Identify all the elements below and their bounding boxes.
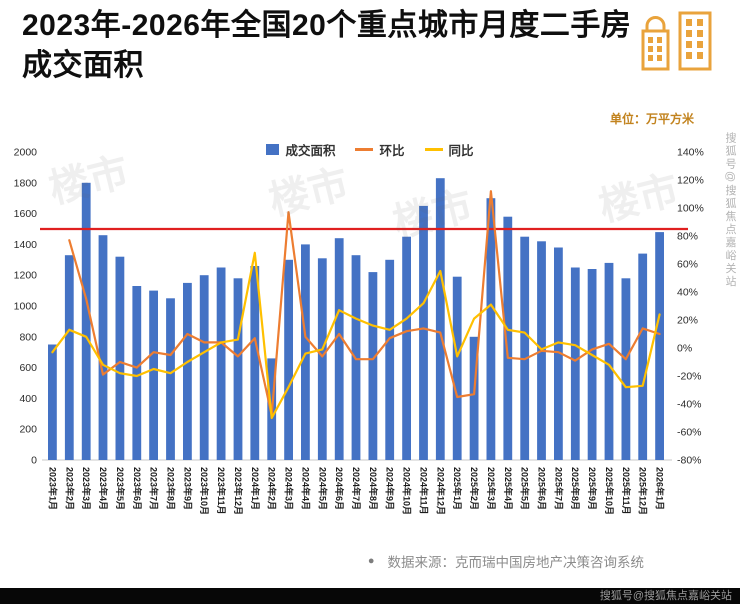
svg-text:2025年2月: 2025年2月: [469, 467, 480, 510]
svg-text:2023年4月: 2023年4月: [98, 467, 109, 510]
svg-text:1000: 1000: [14, 301, 38, 313]
svg-text:2024年3月: 2024年3月: [284, 467, 295, 510]
svg-text:-40%: -40%: [677, 399, 702, 411]
svg-text:2025年11月: 2025年11月: [621, 467, 632, 515]
legend-item-bar: 成交面积: [266, 140, 335, 159]
svg-text:0: 0: [31, 455, 37, 467]
svg-text:2025年9月: 2025年9月: [587, 467, 598, 510]
svg-text:200: 200: [19, 424, 37, 436]
svg-text:2025年7月: 2025年7月: [553, 467, 564, 510]
chart-legend: 成交面积 环比 同比: [0, 140, 740, 159]
svg-text:2024年5月: 2024年5月: [317, 467, 328, 510]
svg-text:2023年3月: 2023年3月: [81, 467, 92, 510]
svg-text:2024年7月: 2024年7月: [351, 467, 362, 510]
svg-text:2023年8月: 2023年8月: [166, 467, 177, 510]
svg-text:20%: 20%: [677, 315, 698, 327]
legend-label-mom: 环比: [379, 144, 405, 158]
svg-text:2025年10月: 2025年10月: [604, 467, 615, 515]
svg-text:-80%: -80%: [677, 455, 702, 467]
bullet-icon: ●: [367, 555, 375, 567]
svg-text:-20%: -20%: [677, 371, 702, 383]
svg-text:2025年8月: 2025年8月: [570, 467, 581, 510]
svg-text:-60%: -60%: [677, 427, 702, 439]
svg-text:100%: 100%: [677, 203, 704, 215]
legend-swatch-line-mom: [355, 148, 374, 151]
svg-text:140%: 140%: [677, 147, 704, 159]
side-watermark: 搜狐号@搜狐焦点嘉峪关站: [724, 132, 736, 289]
svg-text:2024年1月: 2024年1月: [250, 467, 261, 510]
svg-text:2024年10月: 2024年10月: [402, 467, 413, 515]
svg-text:40%: 40%: [677, 287, 698, 299]
page-title: 2023年-2026年全国20个重点城市月度二手房成交面积: [22, 9, 632, 82]
svg-text:2024年12月: 2024年12月: [435, 467, 446, 515]
legend-item-yoy: 同比: [424, 140, 474, 159]
svg-text:600: 600: [19, 362, 37, 374]
svg-text:2025年12月: 2025年12月: [638, 467, 649, 515]
svg-text:2025年6月: 2025年6月: [537, 467, 548, 510]
legend-label-bar: 成交面积: [285, 144, 336, 158]
combo-chart-svg: 0 200 400 600 800 1000 1200 1400 1600 1800 2000 -80…: [14, 147, 704, 516]
svg-text:80%: 80%: [677, 231, 698, 243]
unit-label: 单位：万平方米: [609, 112, 694, 126]
svg-text:120%: 120%: [677, 175, 704, 187]
svg-text:2023年5月: 2023年5月: [115, 467, 126, 510]
svg-text:1200: 1200: [14, 270, 38, 282]
svg-text:2025年1月: 2025年1月: [452, 467, 463, 510]
source-note: ● 数据来源：克而瑞中国房地产决策咨询系统: [368, 551, 644, 571]
svg-text:0%: 0%: [677, 343, 692, 355]
svg-text:2025年5月: 2025年5月: [520, 467, 531, 510]
svg-text:2024年11月: 2024年11月: [419, 467, 430, 515]
svg-text:2023年6月: 2023年6月: [132, 467, 143, 510]
svg-text:1600: 1600: [14, 208, 38, 220]
svg-text:2023年1月: 2023年1月: [47, 467, 58, 510]
bottom-watermark-bar: 搜狐号@搜狐焦点嘉峪关站: [0, 588, 740, 604]
bottom-watermark-text: 搜狐号@搜狐焦点嘉峪关站: [599, 590, 732, 602]
svg-text:2023年9月: 2023年9月: [182, 467, 193, 510]
svg-text:1400: 1400: [14, 239, 38, 251]
svg-text:2024年2月: 2024年2月: [267, 467, 278, 510]
svg-text:2024年6月: 2024年6月: [334, 467, 345, 510]
chart: 成交面积 环比 同比 楼市 楼市 楼市 楼市 0 200 400 600 800 1000…: [0, 126, 740, 538]
svg-text:2023年10月: 2023年10月: [199, 467, 210, 515]
svg-text:2023年7月: 2023年7月: [149, 467, 160, 510]
svg-text:400: 400: [19, 393, 37, 405]
svg-text:2024年9月: 2024年9月: [385, 467, 396, 510]
svg-text:2023年11月: 2023年11月: [216, 467, 227, 515]
svg-text:800: 800: [19, 331, 37, 343]
svg-text:2024年4月: 2024年4月: [300, 467, 311, 510]
buildings-icon: [638, 6, 716, 72]
svg-text:2025年4月: 2025年4月: [503, 467, 514, 510]
svg-text:2023年2月: 2023年2月: [64, 467, 75, 510]
svg-text:2000: 2000: [14, 147, 38, 159]
svg-text:2025年3月: 2025年3月: [486, 467, 497, 510]
svg-text:2024年8月: 2024年8月: [368, 467, 379, 510]
legend-swatch-bar: [266, 144, 280, 155]
svg-text:2026年1月: 2026年1月: [655, 467, 666, 510]
legend-item-mom: 环比: [355, 140, 405, 159]
legend-swatch-line-yoy: [424, 148, 443, 151]
legend-label-yoy: 同比: [448, 144, 474, 158]
source-text: 数据来源：克而瑞中国房地产决策咨询系统: [387, 555, 645, 570]
svg-text:60%: 60%: [677, 259, 698, 271]
svg-text:1800: 1800: [14, 177, 38, 189]
svg-text:2023年12月: 2023年12月: [233, 467, 244, 515]
